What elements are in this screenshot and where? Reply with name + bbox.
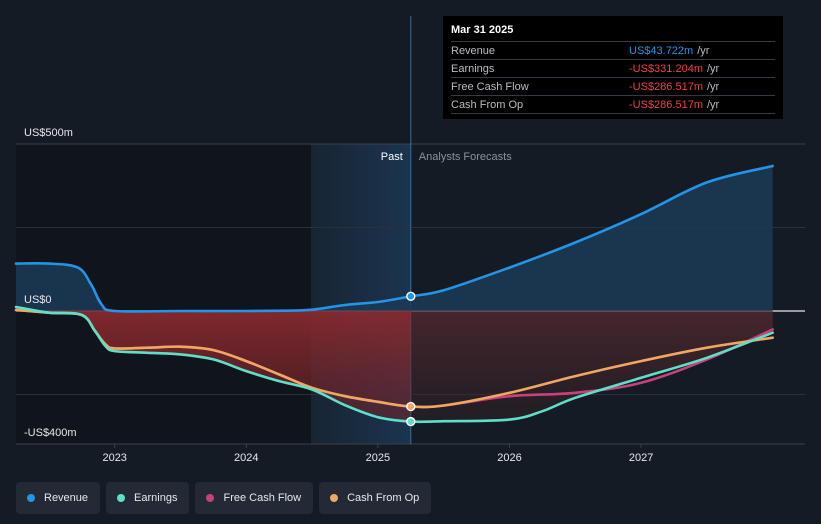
x-tick-label: 2024 bbox=[234, 452, 258, 464]
tooltip-label: Earnings bbox=[451, 62, 495, 75]
tooltip-row-free-cash-flow: Free Cash Flow -US$286.517m /yr bbox=[451, 77, 775, 95]
y-axis-label: US$0 bbox=[24, 294, 52, 306]
y-axis-label: US$500m bbox=[24, 127, 73, 139]
forecast-label: Analysts Forecasts bbox=[419, 151, 512, 163]
tooltip-label: Free Cash Flow bbox=[451, 80, 529, 93]
series-line-earnings bbox=[14, 305, 774, 424]
x-tick-label: 2026 bbox=[497, 452, 521, 464]
revenue-area bbox=[16, 166, 773, 312]
tooltip-panel: Mar 31 2025 Revenue US$43.722m /yr Earni… bbox=[443, 16, 783, 119]
legend-label: Free Cash Flow bbox=[223, 492, 302, 504]
tooltip-value: -US$331.204m bbox=[629, 62, 703, 75]
tooltip-value: US$43.722m bbox=[629, 44, 694, 57]
legend-label: Cash From Op bbox=[347, 492, 420, 504]
past-label: Past bbox=[381, 151, 403, 163]
tooltip-value: -US$286.517m bbox=[629, 98, 703, 111]
legend-label: Revenue bbox=[44, 492, 89, 504]
tooltip-unit: /yr bbox=[697, 44, 710, 57]
legend-dot-icon bbox=[330, 494, 339, 502]
tooltip-unit: /yr bbox=[707, 80, 720, 93]
tooltip-label: Cash From Op bbox=[451, 98, 524, 111]
earnings-area-past bbox=[16, 307, 411, 422]
legend-item-earnings[interactable]: Earnings bbox=[106, 482, 190, 514]
legend-dot-icon bbox=[27, 494, 35, 502]
legend: Revenue Earnings Free Cash Flow Cash Fro… bbox=[16, 482, 432, 514]
revenue-marker bbox=[406, 291, 416, 302]
tooltip-label: Revenue bbox=[451, 44, 496, 57]
y-axis-label: -US$400m bbox=[24, 427, 77, 439]
tooltip-row-revenue: Revenue US$43.722m /yr bbox=[451, 41, 775, 59]
legend-item-cash-from-op[interactable]: Cash From Op bbox=[319, 482, 432, 514]
cash-from-op-marker bbox=[406, 401, 416, 412]
legend-dot-icon bbox=[206, 494, 215, 502]
legend-item-free-cash-flow[interactable]: Free Cash Flow bbox=[195, 482, 314, 514]
tooltip-unit: /yr bbox=[707, 62, 720, 75]
series-line-revenue bbox=[14, 164, 774, 313]
tooltip-value: -US$286.517m bbox=[629, 80, 703, 93]
tooltip-row-cash-from-op: Cash From Op -US$286.517m /yr bbox=[451, 95, 775, 114]
legend-label: Earnings bbox=[134, 492, 178, 504]
earnings-marker bbox=[406, 416, 416, 427]
x-tick-label: 2025 bbox=[366, 452, 390, 464]
x-tick-label: 2027 bbox=[629, 452, 653, 464]
tooltip-row-earnings: Earnings -US$331.204m /yr bbox=[451, 59, 775, 77]
x-tick-label: 2023 bbox=[102, 452, 126, 464]
tooltip-date: Mar 31 2025 bbox=[451, 24, 514, 36]
tooltip-unit: /yr bbox=[707, 98, 720, 111]
legend-dot-icon bbox=[117, 494, 126, 502]
legend-item-revenue[interactable]: Revenue bbox=[16, 482, 101, 514]
